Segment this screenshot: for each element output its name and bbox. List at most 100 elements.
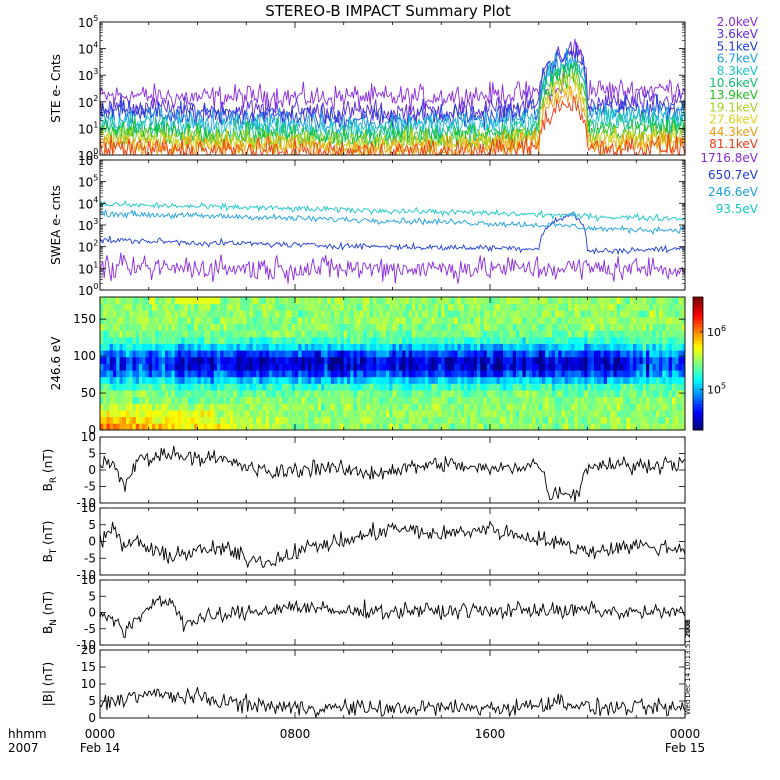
heatmap-cell <box>499 423 504 430</box>
heatmap-cell <box>265 410 270 418</box>
heatmap-cell <box>672 376 676 384</box>
heatmap-cell <box>629 396 634 404</box>
heatmap-cell <box>113 330 117 338</box>
heatmap-cell <box>353 350 358 358</box>
heatmap-cell <box>542 410 546 418</box>
heatmap-cell <box>431 297 436 305</box>
heatmap-cell <box>304 330 309 338</box>
heatmap-cell <box>506 363 510 371</box>
heatmap-cell <box>122 356 127 364</box>
heatmap-cell <box>467 330 471 338</box>
heatmap-cell <box>496 297 501 305</box>
heatmap-cell <box>386 310 390 318</box>
heatmap-cell <box>210 396 215 404</box>
heatmap-cell <box>467 303 471 311</box>
heatmap-cell <box>278 370 283 378</box>
heatmap-cell <box>626 336 631 344</box>
heatmap-cell <box>226 383 231 391</box>
heatmap-cell <box>652 336 657 344</box>
heatmap-cell <box>210 383 215 391</box>
legend-entry: 650.7eV <box>708 168 759 182</box>
heatmap-cell <box>652 330 657 338</box>
heatmap-cell <box>100 370 104 378</box>
heatmap-cell <box>613 310 618 318</box>
heatmap-cell <box>139 297 143 305</box>
heatmap-cell <box>145 416 150 424</box>
series-line-44.3keV <box>100 85 685 155</box>
heatmap-cell <box>681 310 685 318</box>
heatmap-cell <box>135 416 140 424</box>
heatmap-cell <box>564 403 569 411</box>
heatmap-cell <box>285 343 289 351</box>
heatmap-cell <box>197 316 202 324</box>
y-tick-label: 101 <box>78 120 98 136</box>
heatmap-cell <box>152 370 156 378</box>
heatmap-cell <box>334 383 338 391</box>
heatmap-cell <box>386 410 390 418</box>
heatmap-cell <box>100 383 104 391</box>
heatmap-cell <box>486 297 491 305</box>
heatmap-cell <box>246 343 250 351</box>
heatmap-cell <box>100 390 104 398</box>
heatmap-cell <box>428 343 432 351</box>
heatmap-cell <box>678 303 683 311</box>
heatmap-cell <box>522 390 527 398</box>
heatmap-cell <box>558 403 562 411</box>
heatmap-cell <box>597 370 601 378</box>
heatmap-cell <box>249 383 254 391</box>
heatmap-cell <box>639 376 644 384</box>
heatmap-cell <box>603 410 608 418</box>
heatmap-cell <box>460 376 465 384</box>
heatmap-cell <box>597 423 601 430</box>
heatmap-cell <box>451 310 455 318</box>
heatmap-cell <box>486 323 491 331</box>
heatmap-cell <box>590 370 595 378</box>
heatmap-cell <box>152 336 156 344</box>
heatmap-cell <box>490 390 494 398</box>
heatmap-cell <box>178 350 182 358</box>
heatmap-cell <box>509 356 514 364</box>
heatmap-cell <box>353 310 358 318</box>
heatmap-cell <box>418 356 423 364</box>
heatmap-cell <box>616 383 621 391</box>
heatmap-cell <box>360 343 364 351</box>
heatmap-cell <box>155 416 159 424</box>
heatmap-cell <box>165 330 169 338</box>
heatmap-cell <box>239 370 244 378</box>
heatmap-cell <box>369 336 374 344</box>
y-axis-label: BT (nT) <box>41 521 59 563</box>
heatmap-cell <box>356 303 361 311</box>
heatmap-cell <box>421 376 426 384</box>
heatmap-cell <box>441 403 445 411</box>
heatmap-cell <box>587 363 592 371</box>
heatmap-cell <box>350 297 354 305</box>
heatmap-cell <box>282 363 286 371</box>
heatmap-cell <box>457 316 462 324</box>
heatmap-cell <box>535 310 540 318</box>
heatmap-cell <box>210 343 215 351</box>
heatmap-cell <box>308 323 312 331</box>
heatmap-cell <box>382 383 387 391</box>
heatmap-cell <box>334 356 338 364</box>
heatmap-cell <box>301 350 306 358</box>
heatmap-cell <box>675 410 679 418</box>
heatmap-cell <box>613 410 618 418</box>
heatmap-cell <box>272 383 276 391</box>
heatmap-cell <box>399 390 403 398</box>
heatmap-cell <box>542 336 546 344</box>
heatmap-cell <box>301 363 306 371</box>
heatmap-cell <box>288 410 293 418</box>
heatmap-cell <box>464 356 468 364</box>
heatmap-cell <box>256 363 260 371</box>
heatmap-cell <box>327 336 332 344</box>
heatmap-cell <box>668 303 673 311</box>
heatmap-cell <box>659 303 663 311</box>
heatmap-cell <box>278 303 283 311</box>
heatmap-cell <box>460 316 465 324</box>
heatmap-cell <box>148 396 153 404</box>
heatmap-cell <box>558 383 562 391</box>
heatmap-cell <box>561 330 566 338</box>
heatmap-cell <box>389 310 393 318</box>
heatmap-cell <box>574 403 579 411</box>
